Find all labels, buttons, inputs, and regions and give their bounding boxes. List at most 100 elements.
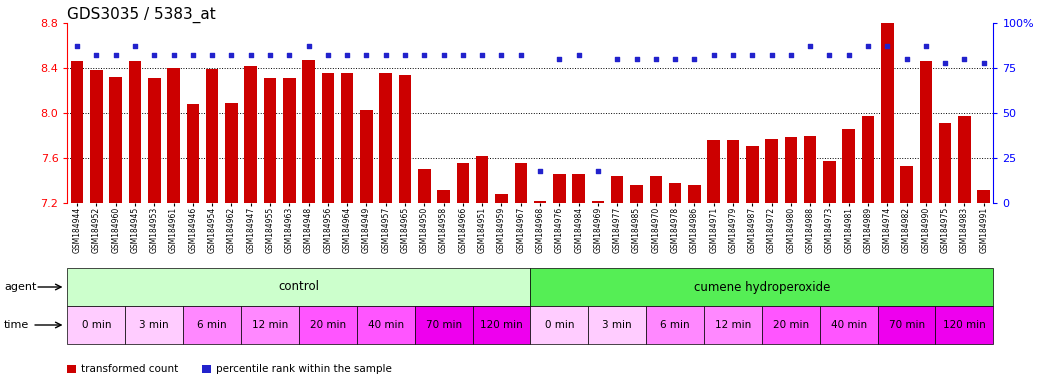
Bar — [668, 183, 681, 203]
Point — [956, 56, 973, 62]
Text: 3 min: 3 min — [602, 320, 632, 330]
Text: 0 min: 0 min — [545, 320, 574, 330]
Bar — [823, 161, 836, 203]
Point — [281, 52, 298, 58]
Text: cumene hydroperoxide: cumene hydroperoxide — [693, 280, 830, 293]
Point — [435, 52, 452, 58]
Point — [859, 43, 876, 50]
Point — [107, 52, 124, 58]
Point — [165, 52, 182, 58]
Text: 3 min: 3 min — [139, 320, 169, 330]
Bar — [530, 306, 589, 344]
Point — [320, 52, 336, 58]
Bar — [900, 166, 912, 203]
Point — [725, 52, 741, 58]
Point — [551, 56, 568, 62]
Bar — [299, 306, 357, 344]
Bar — [534, 201, 546, 203]
Bar — [820, 306, 877, 344]
Bar — [515, 162, 527, 203]
Bar — [727, 140, 739, 203]
Point — [531, 167, 548, 174]
Point — [513, 52, 529, 58]
Bar — [302, 60, 315, 203]
Point — [801, 43, 818, 50]
Bar — [414, 306, 472, 344]
Text: 120 min: 120 min — [481, 320, 523, 330]
Point — [474, 52, 491, 58]
Bar — [167, 68, 180, 203]
Bar — [129, 61, 141, 203]
Point — [648, 56, 664, 62]
Bar — [202, 365, 211, 372]
Point — [609, 56, 626, 62]
Point — [358, 52, 375, 58]
Point — [590, 167, 606, 174]
Text: 6 min: 6 min — [660, 320, 690, 330]
Text: 40 min: 40 min — [367, 320, 404, 330]
Point — [937, 60, 954, 66]
Point — [918, 43, 934, 50]
Point — [69, 43, 85, 50]
Text: 70 min: 70 min — [889, 320, 925, 330]
Bar — [67, 365, 76, 372]
Point — [416, 52, 433, 58]
Bar — [399, 75, 411, 203]
Bar — [67, 306, 126, 344]
Point — [666, 56, 683, 62]
Bar — [708, 140, 720, 203]
Bar — [877, 306, 935, 344]
Bar — [187, 104, 199, 203]
Bar — [476, 156, 489, 203]
Bar — [704, 306, 762, 344]
Bar — [881, 22, 894, 203]
Bar — [472, 306, 530, 344]
Point — [203, 52, 220, 58]
Point — [898, 56, 914, 62]
Bar — [183, 306, 241, 344]
Point — [763, 52, 780, 58]
Text: 12 min: 12 min — [252, 320, 289, 330]
Point — [262, 52, 278, 58]
Bar — [785, 137, 797, 203]
Bar — [978, 189, 990, 203]
Point — [686, 56, 703, 62]
Text: 6 min: 6 min — [197, 320, 227, 330]
Bar — [553, 174, 566, 203]
Point — [976, 60, 992, 66]
Point — [493, 52, 510, 58]
Bar — [611, 176, 624, 203]
Text: 40 min: 40 min — [830, 320, 867, 330]
Bar — [803, 136, 816, 203]
Point — [821, 52, 838, 58]
Bar — [495, 194, 508, 203]
Bar — [589, 306, 646, 344]
Point — [783, 52, 799, 58]
Bar — [126, 306, 183, 344]
Bar — [225, 103, 238, 203]
Bar — [71, 61, 83, 203]
Bar — [264, 78, 276, 203]
Bar — [67, 268, 530, 306]
Bar — [935, 306, 993, 344]
Point — [223, 52, 240, 58]
Bar — [206, 69, 218, 203]
Bar — [241, 306, 299, 344]
Point — [397, 52, 413, 58]
Bar — [418, 169, 431, 203]
Text: 120 min: 120 min — [944, 320, 986, 330]
Bar — [746, 146, 759, 203]
Bar — [322, 73, 334, 203]
Point — [570, 52, 586, 58]
Bar — [90, 70, 103, 203]
Point — [706, 52, 722, 58]
Point — [879, 43, 896, 50]
Bar — [592, 201, 604, 203]
Bar — [843, 129, 855, 203]
Point — [88, 52, 105, 58]
Bar — [630, 185, 643, 203]
Point — [744, 52, 761, 58]
Point — [455, 52, 471, 58]
Text: transformed count: transformed count — [81, 364, 179, 374]
Bar — [457, 162, 469, 203]
